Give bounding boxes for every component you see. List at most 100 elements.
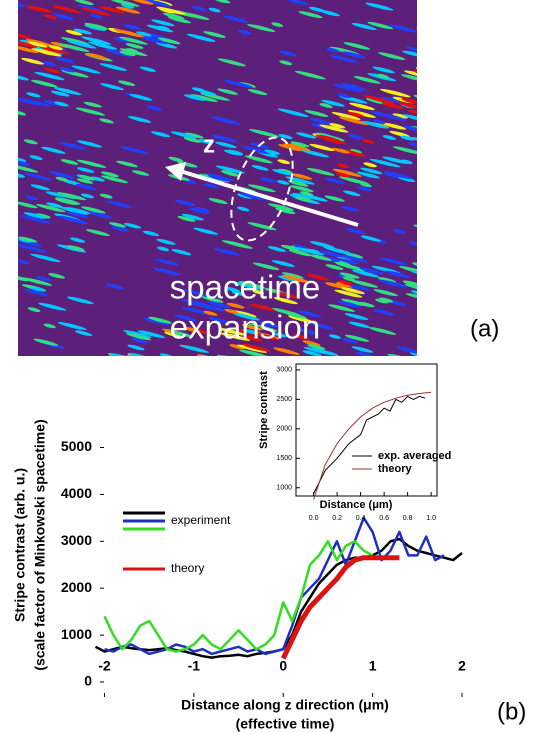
stripe	[363, 95, 394, 104]
stripe	[125, 43, 144, 49]
stripe	[54, 198, 78, 206]
stripe	[203, 183, 220, 189]
stripe	[100, 83, 124, 91]
stripe	[18, 259, 30, 265]
stripe	[43, 14, 58, 19]
stripe	[207, 174, 231, 182]
stripe	[99, 6, 125, 14]
stripe	[239, 192, 267, 201]
stripe	[280, 244, 300, 251]
stripe	[38, 302, 67, 311]
stripe	[23, 288, 48, 296]
stripe	[119, 36, 148, 45]
stripe	[363, 162, 377, 168]
stripe	[293, 334, 310, 340]
y-tick-label: 4000	[61, 485, 92, 501]
stripe	[303, 346, 333, 355]
stripe	[136, 31, 152, 37]
stripe	[405, 46, 417, 55]
stripe	[66, 296, 94, 305]
stripe	[119, 50, 136, 57]
stripe	[113, 29, 144, 38]
stripe	[373, 119, 386, 124]
stripe	[324, 195, 345, 202]
stripe	[118, 80, 136, 86]
stripe	[408, 142, 417, 148]
stripe	[251, 165, 269, 171]
stripe	[75, 183, 97, 191]
stripe	[241, 324, 263, 331]
stripe	[197, 354, 212, 356]
stripe	[418, 90, 436, 98]
stripe	[372, 66, 395, 74]
stripe	[319, 124, 349, 133]
stripe	[278, 134, 293, 140]
stripe	[220, 332, 251, 341]
stripe	[221, 240, 253, 249]
stripe	[226, 149, 244, 155]
stripe	[33, 338, 59, 346]
x-tick-label: 0.8	[403, 515, 413, 522]
stripe	[100, 175, 128, 184]
stripe	[304, 110, 329, 117]
y-tick-label: 1500	[276, 455, 292, 462]
stripe	[382, 156, 409, 164]
stripe	[299, 191, 314, 197]
stripe	[85, 52, 107, 60]
stripe	[239, 349, 270, 356]
stripe	[275, 291, 299, 299]
stripe	[18, 236, 38, 243]
data-line	[313, 395, 426, 494]
legend-label: experiment	[171, 513, 231, 527]
stripe	[142, 230, 160, 237]
stripe	[400, 74, 417, 82]
stripe	[164, 331, 181, 337]
x-tick-label: 0.4	[356, 515, 366, 522]
stripe	[247, 222, 277, 231]
stripe	[177, 216, 196, 222]
stripe	[144, 317, 171, 326]
stripe	[55, 176, 69, 182]
stripe	[208, 7, 221, 13]
stripe	[379, 297, 394, 303]
stripe	[52, 5, 81, 14]
stripe	[87, 363, 114, 373]
stripe	[309, 241, 335, 249]
stripe	[302, 350, 322, 356]
caption: spacetime	[170, 269, 320, 306]
stripe	[254, 333, 277, 340]
stripe	[129, 94, 153, 101]
stripe	[403, 125, 417, 133]
stripe	[156, 42, 178, 49]
stripe	[231, 291, 246, 296]
stripe	[335, 172, 350, 178]
stripe	[128, 0, 154, 5]
stripe	[349, 102, 375, 110]
stripe	[18, 173, 26, 178]
stripe	[335, 262, 367, 272]
stripe	[41, 146, 66, 154]
stripe	[401, 98, 417, 105]
stripe	[288, 0, 308, 6]
stripe	[293, 244, 308, 250]
stripe	[83, 101, 102, 108]
stripe	[415, 67, 417, 74]
stripe	[55, 56, 75, 63]
stripe	[320, 10, 340, 17]
stripe	[18, 34, 32, 40]
stripe	[328, 334, 341, 339]
stripe	[229, 344, 245, 350]
stripe	[381, 102, 404, 109]
stripe	[421, 87, 439, 95]
stripe	[18, 164, 39, 173]
stripe	[184, 132, 204, 139]
stripe	[23, 212, 47, 219]
stripe	[215, 141, 237, 149]
stripe	[248, 129, 280, 138]
x-tick-label: 0.0	[309, 515, 319, 522]
stripe	[146, 24, 174, 33]
stripe	[294, 70, 326, 80]
stripe	[181, 299, 210, 308]
stripe	[382, 135, 396, 140]
stripe	[402, 114, 417, 123]
